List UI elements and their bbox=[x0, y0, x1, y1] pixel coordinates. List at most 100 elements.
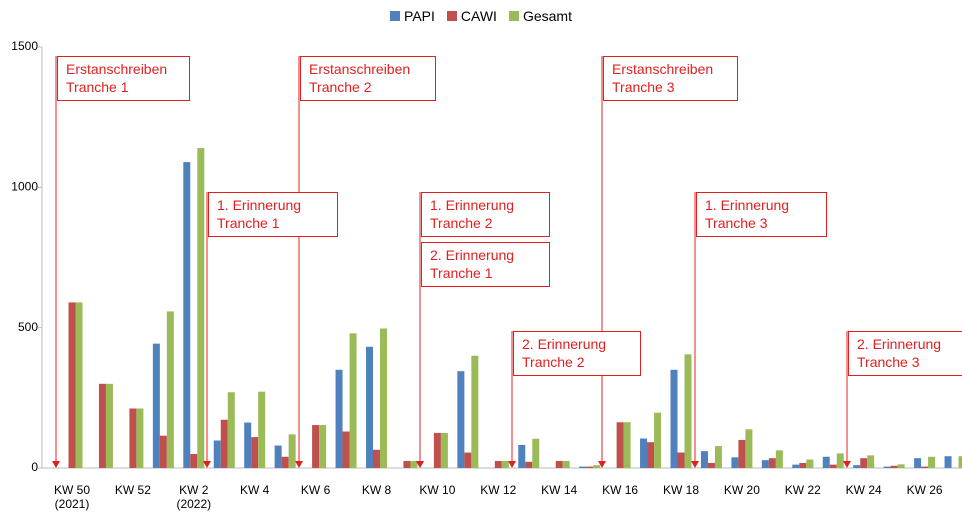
legend-label: Gesamt bbox=[522, 8, 572, 24]
bar bbox=[288, 434, 296, 468]
y-tick-label: 500 bbox=[18, 320, 38, 334]
bar bbox=[190, 453, 198, 468]
x-tick-label: KW 22 bbox=[784, 483, 821, 497]
legend-swatch bbox=[390, 11, 401, 21]
bar bbox=[836, 453, 844, 468]
legend-label: CAWI bbox=[460, 8, 497, 24]
bar bbox=[579, 466, 587, 468]
bar bbox=[464, 452, 472, 468]
annotation: 1. Erinnerung Tranche 1 bbox=[208, 192, 338, 237]
x-tick-label: KW 2 (2022) bbox=[176, 483, 212, 511]
x-tick-label: KW 8 bbox=[361, 483, 392, 497]
bar bbox=[745, 429, 753, 468]
bar bbox=[647, 442, 655, 468]
bar bbox=[822, 456, 830, 468]
legend-label: PAPI bbox=[404, 8, 435, 24]
bar bbox=[136, 408, 144, 468]
x-tick-label: KW 18 bbox=[662, 483, 699, 497]
bar bbox=[433, 432, 441, 468]
bar bbox=[958, 456, 962, 468]
bar bbox=[213, 440, 221, 468]
bar bbox=[616, 422, 624, 468]
bar bbox=[410, 460, 418, 468]
bar bbox=[714, 446, 722, 468]
bar bbox=[312, 425, 320, 468]
bar bbox=[775, 450, 783, 468]
annotation-arrow bbox=[52, 461, 60, 468]
bar bbox=[860, 458, 868, 468]
bar bbox=[806, 459, 814, 468]
bar bbox=[159, 435, 167, 468]
bar bbox=[518, 444, 526, 468]
bar bbox=[944, 456, 952, 468]
legend-swatch bbox=[446, 11, 457, 21]
bar bbox=[319, 425, 327, 468]
annotation-arrow bbox=[508, 461, 516, 468]
legend-item: PAPI bbox=[390, 8, 435, 24]
annotation: 1. Erinnerung Tranche 2 bbox=[421, 192, 550, 237]
legend-item: Gesamt bbox=[508, 8, 572, 24]
bar bbox=[890, 465, 898, 468]
bar bbox=[342, 431, 350, 468]
bar bbox=[738, 439, 746, 468]
bar bbox=[335, 369, 343, 468]
bar bbox=[654, 412, 662, 468]
bar bbox=[670, 369, 678, 468]
bar bbox=[349, 333, 357, 468]
annotation: 2. Erinnerung Tranche 1 bbox=[421, 242, 550, 287]
bar bbox=[166, 311, 174, 468]
annotation: Erstanschreiben Tranche 1 bbox=[57, 56, 190, 101]
bar bbox=[897, 464, 905, 468]
x-tick-label: KW 26 bbox=[906, 483, 943, 497]
bar bbox=[525, 461, 533, 468]
bar bbox=[731, 457, 739, 468]
y-tick-label: 1000 bbox=[11, 180, 38, 194]
bar bbox=[183, 162, 191, 468]
legend-swatch bbox=[508, 11, 519, 21]
y-tick-label: 1500 bbox=[11, 39, 38, 53]
bar bbox=[700, 451, 708, 468]
bar bbox=[274, 445, 282, 468]
bar bbox=[281, 456, 289, 468]
bar bbox=[152, 343, 160, 468]
bar bbox=[914, 458, 922, 468]
x-tick-label: KW 12 bbox=[480, 483, 517, 497]
bar bbox=[457, 371, 465, 468]
bar bbox=[98, 383, 106, 468]
bar bbox=[244, 422, 252, 468]
bar bbox=[251, 437, 259, 468]
x-tick-label: KW 4 bbox=[240, 483, 270, 497]
annotation: 2. Erinnerung Tranche 3 bbox=[848, 331, 962, 376]
bar bbox=[867, 455, 875, 468]
y-tick-label: 0 bbox=[31, 460, 38, 474]
bar bbox=[471, 355, 479, 468]
bar bbox=[380, 328, 387, 468]
annotation: 1. Erinnerung Tranche 3 bbox=[696, 192, 827, 237]
x-tick-label: KW 6 bbox=[300, 483, 331, 497]
bar bbox=[707, 462, 715, 468]
bar bbox=[105, 383, 113, 468]
x-tick-label: KW 52 bbox=[114, 483, 151, 497]
x-tick-label: KW 10 bbox=[419, 483, 456, 497]
bar bbox=[684, 354, 692, 468]
bar bbox=[792, 464, 800, 468]
bar bbox=[501, 460, 509, 468]
x-tick-label: KW 20 bbox=[723, 483, 760, 497]
annotation-arrow bbox=[203, 461, 211, 468]
bar bbox=[403, 460, 411, 468]
bar bbox=[677, 452, 685, 468]
bar bbox=[366, 346, 373, 468]
annotation-arrow bbox=[598, 461, 606, 468]
bar bbox=[586, 466, 594, 468]
bar bbox=[562, 460, 570, 468]
bar bbox=[883, 466, 891, 468]
x-tick-label: KW 24 bbox=[845, 483, 882, 497]
annotation: Erstanschreiben Tranche 3 bbox=[603, 56, 738, 101]
annotation: Erstanschreiben Tranche 2 bbox=[300, 56, 436, 101]
bar bbox=[75, 302, 83, 468]
bar bbox=[227, 392, 235, 468]
bar bbox=[768, 458, 776, 468]
bar bbox=[258, 391, 266, 468]
annotation-arrow bbox=[691, 461, 699, 468]
